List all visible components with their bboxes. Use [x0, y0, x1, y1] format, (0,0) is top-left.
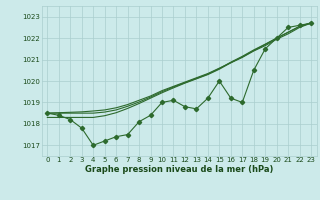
X-axis label: Graphe pression niveau de la mer (hPa): Graphe pression niveau de la mer (hPa) — [85, 165, 273, 174]
